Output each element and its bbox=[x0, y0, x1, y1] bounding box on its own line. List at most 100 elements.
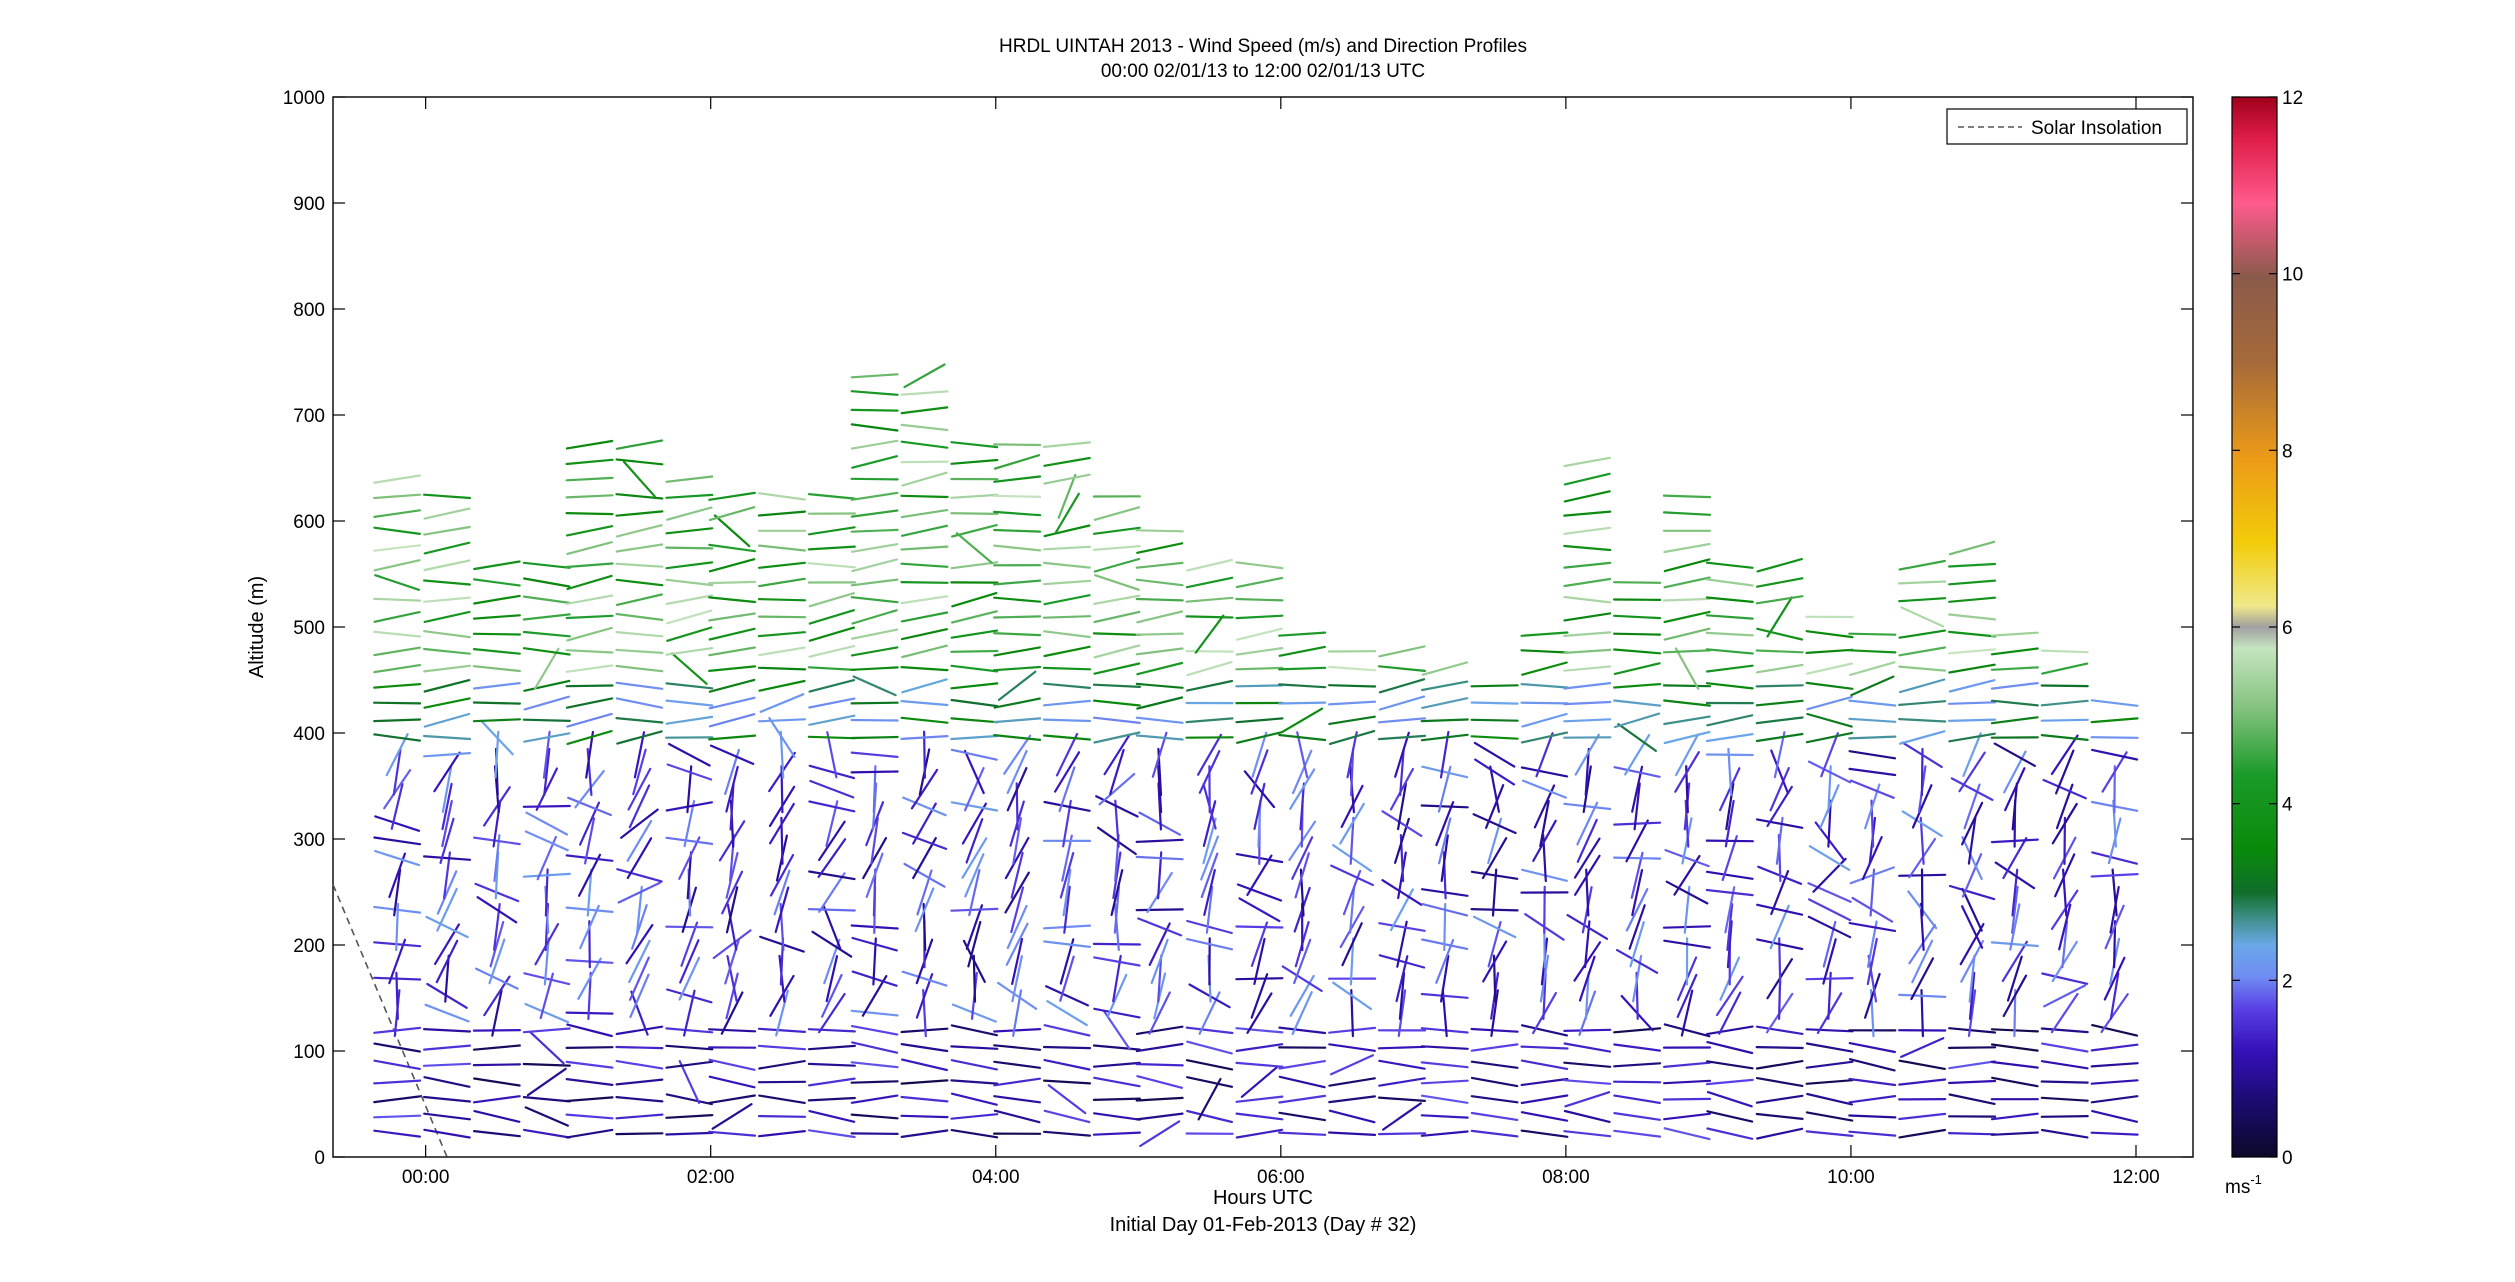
wind-barb bbox=[809, 779, 855, 799]
wind-barb bbox=[822, 904, 842, 950]
wind-barb bbox=[757, 631, 807, 638]
wind-barb bbox=[1278, 733, 1327, 742]
wind-barb bbox=[900, 423, 949, 432]
wind-barb bbox=[374, 849, 421, 867]
wind-barb bbox=[1726, 902, 1734, 952]
wind-barb bbox=[1489, 765, 1501, 813]
wind-barb bbox=[1662, 597, 1712, 602]
wind-barb bbox=[1420, 733, 1469, 742]
x-tick-label: 02:00 bbox=[687, 1167, 735, 1188]
wind-barb bbox=[667, 742, 711, 767]
wind-barb bbox=[865, 801, 885, 847]
wind-barb bbox=[1296, 731, 1309, 779]
wind-barb bbox=[2040, 733, 2089, 742]
wind-barb bbox=[1674, 751, 1700, 793]
wind-barb bbox=[472, 632, 522, 636]
wind-barb bbox=[1135, 578, 1184, 587]
wind-barb bbox=[525, 811, 569, 836]
wind-barb bbox=[1613, 614, 1662, 620]
wind-barb bbox=[1755, 1076, 1804, 1088]
wind-barb bbox=[993, 1027, 1042, 1033]
wind-barb bbox=[1185, 649, 1234, 653]
wind-barb bbox=[807, 666, 856, 672]
wind-barb bbox=[708, 696, 756, 710]
wind-barb bbox=[1705, 578, 1754, 587]
wind-barb bbox=[373, 976, 422, 981]
wind-barb bbox=[1613, 1129, 1662, 1138]
colorbar-tick-label: 10 bbox=[2282, 265, 2303, 286]
wind-barb bbox=[1062, 799, 1072, 848]
plot-frame bbox=[332, 96, 2194, 1158]
wind-barb bbox=[2058, 903, 2072, 951]
wind-barb bbox=[900, 1042, 949, 1053]
wind-barb bbox=[1421, 765, 1469, 779]
wind-barb bbox=[1378, 645, 1426, 658]
wind-barb bbox=[758, 1059, 806, 1070]
wind-barb bbox=[565, 664, 614, 673]
wind-barb bbox=[725, 972, 739, 1020]
wind-barb bbox=[1898, 730, 1946, 745]
wind-barb bbox=[1137, 917, 1183, 937]
wind-barb bbox=[1563, 612, 1612, 622]
wind-barb bbox=[808, 626, 856, 642]
wind-barb bbox=[1053, 751, 1081, 793]
wind-barb bbox=[1043, 473, 1091, 485]
wind-barb bbox=[665, 578, 714, 587]
wind-barb bbox=[472, 718, 522, 723]
wind-barb bbox=[808, 592, 856, 608]
wind-barb bbox=[1113, 885, 1121, 934]
wind-barb bbox=[708, 596, 757, 604]
wind-barb bbox=[630, 990, 649, 1036]
wind-barb bbox=[1186, 1109, 1234, 1124]
wind-barb bbox=[1563, 526, 1612, 535]
wind-barb bbox=[2009, 903, 2021, 951]
x-tick-label: 12:00 bbox=[2112, 1167, 2160, 1188]
wind-barb bbox=[850, 1132, 899, 1136]
wind-barb bbox=[1470, 1043, 1519, 1052]
wind-barb bbox=[393, 868, 402, 917]
wind-barb bbox=[1563, 544, 1612, 552]
wind-barb bbox=[1110, 869, 1124, 917]
wind-barb bbox=[1706, 1090, 1753, 1108]
wind-barb bbox=[1327, 700, 1377, 706]
wind-barb bbox=[1253, 782, 1266, 831]
wind-barb bbox=[615, 1113, 664, 1120]
wind-barb bbox=[1093, 557, 1141, 573]
wind-barb bbox=[1521, 779, 1568, 799]
wind-barb bbox=[1043, 940, 1092, 949]
wind-barb bbox=[1755, 1045, 1804, 1050]
wind-barb bbox=[902, 796, 947, 817]
wind-barb bbox=[1394, 731, 1410, 778]
wind-barb bbox=[808, 697, 856, 709]
wind-barb bbox=[1011, 955, 1024, 1003]
wind-barb bbox=[1613, 1062, 1662, 1068]
wind-barb bbox=[424, 1003, 470, 1023]
wind-barb bbox=[373, 1095, 422, 1104]
wind-barb bbox=[1539, 799, 1550, 848]
wind-barb bbox=[708, 491, 756, 501]
wind-barb bbox=[851, 1041, 899, 1054]
wind-barb bbox=[1705, 1025, 1754, 1036]
wind-barb bbox=[2002, 836, 2028, 880]
wind-barb bbox=[774, 886, 790, 934]
wind-barb bbox=[1573, 941, 1602, 982]
wind-barb bbox=[964, 853, 985, 898]
wind-barb bbox=[1348, 885, 1356, 934]
wind-barb bbox=[1246, 854, 1273, 897]
wind-barb bbox=[850, 1113, 899, 1120]
wind-barb bbox=[993, 717, 1042, 724]
wind-barb bbox=[1990, 1112, 2039, 1121]
wind-barb bbox=[1612, 632, 1662, 636]
colorbar-ticks: 0 2 4 6 8 10 12 bbox=[2232, 88, 2303, 1169]
wind-barb bbox=[390, 782, 404, 830]
wind-barb bbox=[807, 1096, 856, 1102]
wind-barb bbox=[2006, 955, 2023, 1002]
wind-barb bbox=[1156, 851, 1163, 900]
wind-barb bbox=[1520, 682, 1569, 689]
wind-barb bbox=[587, 971, 592, 1021]
wind-barb bbox=[1898, 678, 1946, 694]
wind-barb bbox=[1135, 734, 1184, 741]
wind-barb bbox=[1851, 896, 1894, 923]
wind-barb bbox=[901, 471, 948, 487]
wind-barb bbox=[820, 973, 843, 1018]
